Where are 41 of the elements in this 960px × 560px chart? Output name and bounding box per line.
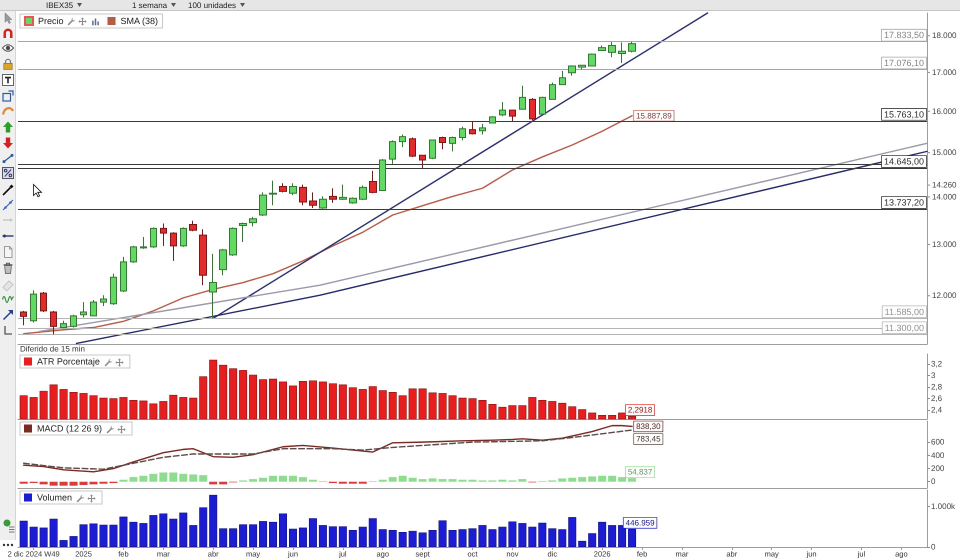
y-tick-label: 2,8 bbox=[931, 382, 943, 392]
y-tick-label: 600 bbox=[931, 438, 945, 447]
data-label: 54,837 bbox=[628, 468, 653, 477]
y-tick-label: 1.000k bbox=[931, 502, 956, 512]
legend-label: Precio bbox=[38, 16, 64, 26]
ref-line-label: 15.763,10 bbox=[884, 109, 924, 120]
data-label: 446.959 bbox=[626, 518, 656, 528]
text: Diferido de 15 min bbox=[20, 344, 85, 354]
data-label: 15.887,89 bbox=[636, 111, 672, 120]
legend-label: ATR Porcentaje bbox=[37, 356, 100, 366]
y-tick-label: 3 bbox=[931, 370, 936, 380]
y-tick-label: 14.000 bbox=[932, 192, 958, 202]
y-tick-label: 13.000 bbox=[932, 240, 958, 249]
data-label: 2,2918 bbox=[628, 406, 653, 415]
y-tick-label: 200 bbox=[931, 464, 945, 474]
chart-title: IBEX35 bbox=[46, 1, 74, 10]
y-tick-label: 2,4 bbox=[931, 405, 943, 414]
ref-line-label: 14.645,00 bbox=[884, 156, 924, 167]
y-tick-label: 2,6 bbox=[931, 394, 943, 403]
ref-line-label: 11.300,00 bbox=[884, 322, 924, 333]
legend-label: Volumen bbox=[37, 492, 72, 502]
legend-label: SMA (38) bbox=[120, 16, 158, 26]
y-tick-label: 400 bbox=[931, 450, 945, 460]
chart-subtitle: 1 semana bbox=[132, 1, 168, 10]
y-tick-label: 12.000 bbox=[932, 291, 958, 300]
ref-line-label: 11.585,00 bbox=[884, 306, 924, 317]
data-label: 783,45 bbox=[636, 434, 662, 444]
y-tick-label: 16.000 bbox=[932, 106, 958, 116]
data-label: 838,30 bbox=[636, 422, 662, 431]
y-tick-label: 17.000 bbox=[932, 68, 958, 77]
ref-line-label: 17.833,50 bbox=[884, 30, 924, 40]
y-tick-label: 14.260 bbox=[932, 180, 958, 190]
y-tick-label: 0 bbox=[931, 477, 936, 486]
y-tick-label: 3,2 bbox=[931, 359, 943, 368]
ref-line-label: 13.737,20 bbox=[884, 198, 924, 208]
text: 100 unidades bbox=[188, 1, 236, 10]
y-tick-label: 15.000 bbox=[932, 148, 958, 158]
legend-label: MACD (12 26 9) bbox=[37, 424, 102, 434]
y-tick-label: 0 bbox=[931, 542, 936, 552]
ref-line-label: 17.076,10 bbox=[884, 58, 924, 68]
y-tick-label: 18.000 bbox=[932, 31, 958, 40]
